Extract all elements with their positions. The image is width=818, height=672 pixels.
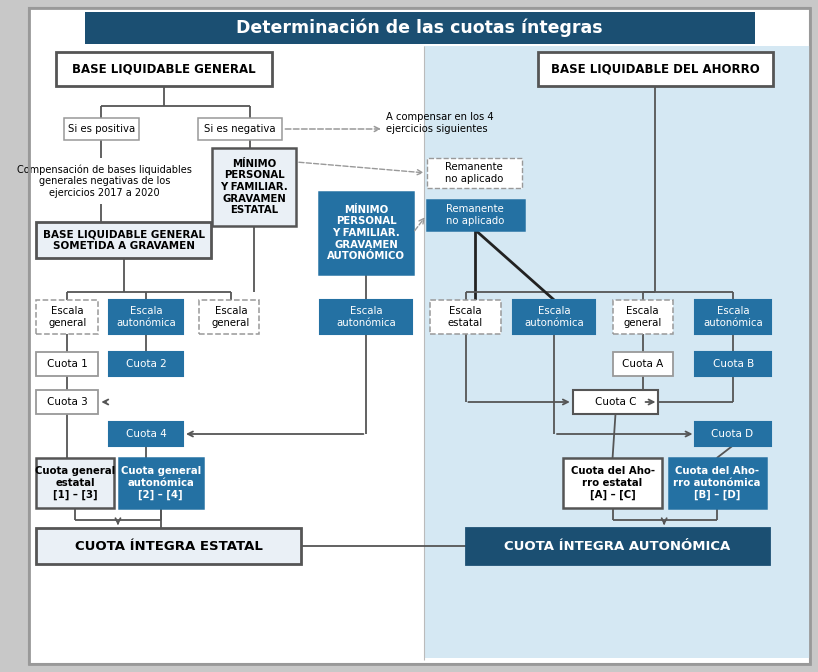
Text: MÍNIMO
PERSONAL
Y FAMILIAR.
GRAVAMEN
AUTONÓMICO: MÍNIMO PERSONAL Y FAMILIAR. GRAVAMEN AUT… <box>327 205 405 261</box>
Text: Escala
autonómica: Escala autonómica <box>703 306 763 328</box>
Bar <box>36 222 211 258</box>
Text: Escala
general: Escala general <box>48 306 87 328</box>
Text: CUOTA ÍNTEGRA AUTONÓMICA: CUOTA ÍNTEGRA AUTONÓMICA <box>505 540 730 552</box>
Bar <box>213 148 296 226</box>
Bar <box>695 300 771 334</box>
Text: Compensación de bases liquidables
generales negativas de los
ejercicios 2017 a 2: Compensación de bases liquidables genera… <box>17 164 191 198</box>
Text: Si es negativa: Si es negativa <box>204 124 276 134</box>
Text: Escala
autonómica: Escala autonómica <box>336 306 396 328</box>
Bar <box>85 12 755 44</box>
Text: Escala
general: Escala general <box>623 306 662 328</box>
Text: Cuota general
estatal
[1] – [3]: Cuota general estatal [1] – [3] <box>35 466 115 500</box>
Bar <box>427 200 524 230</box>
Bar <box>573 390 658 414</box>
Text: Determinación de las cuotas íntegras: Determinación de las cuotas íntegras <box>236 19 603 37</box>
Bar <box>199 300 259 334</box>
Text: Remanente
no aplicado: Remanente no aplicado <box>445 162 504 184</box>
Text: Escala
estatal: Escala estatal <box>448 306 483 328</box>
Text: BASE LIQUIDABLE GENERAL: BASE LIQUIDABLE GENERAL <box>72 62 255 75</box>
Bar <box>695 352 771 376</box>
Bar <box>430 300 501 334</box>
Text: Remanente
no aplicado: Remanente no aplicado <box>446 204 505 226</box>
Bar <box>36 390 98 414</box>
Bar <box>36 300 98 334</box>
Bar <box>321 300 412 334</box>
Text: Cuota A: Cuota A <box>622 359 663 369</box>
Text: Cuota B: Cuota B <box>712 359 754 369</box>
Text: Escala
general: Escala general <box>212 306 250 328</box>
Text: Cuota del Aho-
rro autonómica
[B] – [D]: Cuota del Aho- rro autonómica [B] – [D] <box>673 466 761 500</box>
Text: Cuota C: Cuota C <box>595 397 636 407</box>
Text: MÍNIMO
PERSONAL
Y FAMILIAR.
GRAVAMEN
ESTATAL: MÍNIMO PERSONAL Y FAMILIAR. GRAVAMEN EST… <box>220 159 288 215</box>
Bar <box>109 422 183 446</box>
Bar <box>56 52 272 86</box>
Text: Escala
autonómica: Escala autonómica <box>116 306 176 328</box>
Bar <box>36 352 98 376</box>
Bar <box>424 46 810 658</box>
Text: Cuota 4: Cuota 4 <box>126 429 167 439</box>
Bar <box>119 458 203 508</box>
Bar <box>465 528 769 564</box>
Bar <box>513 300 595 334</box>
Bar <box>109 352 183 376</box>
Bar <box>427 158 522 188</box>
Bar <box>695 422 771 446</box>
Text: A compensar en los 4
ejercicios siguientes: A compensar en los 4 ejercicios siguient… <box>386 112 493 134</box>
Bar <box>36 528 301 564</box>
Bar <box>36 458 114 508</box>
Text: Cuota del Aho-
rro estatal
[A] – [C]: Cuota del Aho- rro estatal [A] – [C] <box>571 466 654 500</box>
Text: Cuota D: Cuota D <box>712 429 753 439</box>
Bar <box>613 352 673 376</box>
Bar <box>65 118 139 140</box>
Text: BASE LIQUIDABLE GENERAL
SOMETIDA A GRAVAMEN: BASE LIQUIDABLE GENERAL SOMETIDA A GRAVA… <box>43 229 204 251</box>
Bar <box>613 300 673 334</box>
Text: Si es positiva: Si es positiva <box>68 124 135 134</box>
Bar <box>320 192 413 274</box>
Text: Cuota 2: Cuota 2 <box>126 359 167 369</box>
Bar <box>669 458 766 508</box>
Bar <box>198 118 282 140</box>
Text: Cuota 3: Cuota 3 <box>47 397 88 407</box>
Text: CUOTA ÍNTEGRA ESTATAL: CUOTA ÍNTEGRA ESTATAL <box>74 540 263 552</box>
Text: BASE LIQUIDABLE DEL AHORRO: BASE LIQUIDABLE DEL AHORRO <box>551 62 760 75</box>
Text: Cuota general
autonómica
[2] – [4]: Cuota general autonómica [2] – [4] <box>121 466 201 500</box>
Bar <box>537 52 773 86</box>
Bar <box>109 300 183 334</box>
Text: Escala
autonómica: Escala autonómica <box>524 306 584 328</box>
Bar <box>563 458 663 508</box>
Text: Cuota 1: Cuota 1 <box>47 359 88 369</box>
